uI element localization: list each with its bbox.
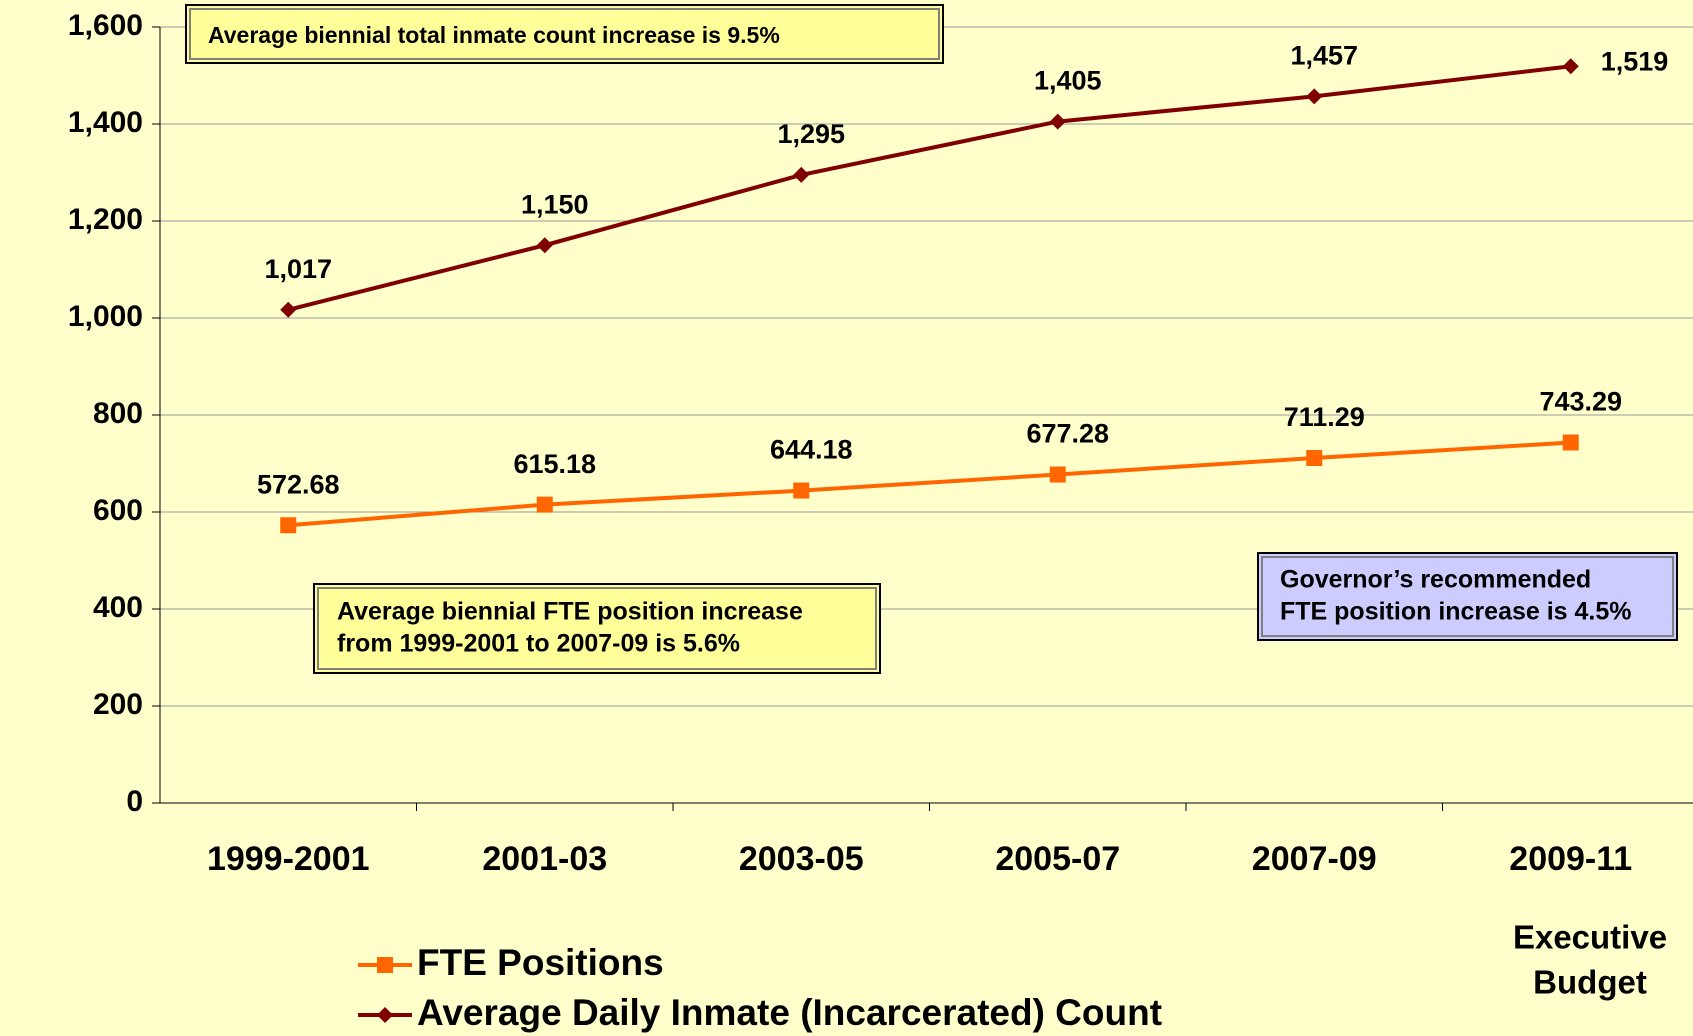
- x-tick-label: 2007-09: [1252, 840, 1377, 878]
- marker: [1562, 434, 1579, 451]
- x-tick-label: 1999-2001: [207, 840, 370, 878]
- annotation-box: [1257, 552, 1678, 641]
- y-tick-label: 0: [126, 785, 143, 818]
- data-label: 1,519: [1601, 46, 1669, 76]
- series-line: [287, 64, 1571, 312]
- x-tick-label: 2005-07: [995, 840, 1120, 878]
- series-line: [288, 440, 1571, 528]
- category-note: Executive: [1513, 919, 1667, 956]
- data-label: 677.28: [1026, 419, 1109, 449]
- marker: [536, 237, 553, 254]
- legend-marker: [377, 1007, 393, 1023]
- category-note: Budget: [1533, 964, 1647, 1001]
- y-tick-label: 400: [93, 591, 143, 624]
- annotation-box-inner: [1261, 556, 1674, 637]
- data-label: 615.18: [513, 449, 596, 479]
- data-label: 572.68: [257, 469, 340, 499]
- annotation-text: from 1999-2001 to 2007-09 is 5.6%: [337, 630, 740, 658]
- annotation-box-inner: [189, 8, 940, 60]
- marker: [1306, 450, 1323, 467]
- data-label: 711.29: [1284, 402, 1365, 432]
- marker: [1306, 88, 1323, 105]
- annotation-text: Average biennial total inmate count incr…: [208, 22, 780, 48]
- marker: [536, 496, 553, 513]
- annotation-text: FTE position increase is 4.5%: [1280, 598, 1632, 626]
- y-tick-label: 1,600: [68, 9, 143, 42]
- x-tick-label: 2001-03: [482, 840, 607, 878]
- y-tick-label: 1,000: [68, 300, 143, 333]
- data-label: 644.18: [770, 435, 853, 465]
- marker: [280, 301, 297, 318]
- y-tick-label: 600: [93, 494, 143, 527]
- marker: [1049, 466, 1066, 483]
- annotation-box: [185, 4, 944, 64]
- y-tick-label: 1,400: [68, 106, 143, 139]
- marker: [793, 166, 810, 183]
- y-tick-label: 800: [93, 397, 143, 430]
- legend-label: Average Daily Inmate (Incarcerated) Coun…: [417, 992, 1162, 1033]
- data-label: 743.29: [1539, 387, 1622, 417]
- x-tick-label: 2009-11: [1509, 840, 1632, 878]
- data-label: 1,457: [1290, 40, 1358, 70]
- marker: [1562, 58, 1579, 75]
- data-label: 1,150: [521, 189, 589, 219]
- annotation-text: Average biennial FTE position increase: [337, 598, 803, 626]
- data-label: 1,295: [777, 119, 845, 149]
- legend-label: FTE Positions: [417, 942, 664, 983]
- marker: [793, 482, 810, 499]
- data-label: 1,017: [264, 254, 332, 284]
- data-label: 1,405: [1034, 66, 1102, 96]
- y-tick-label: 200: [93, 688, 143, 721]
- annotation-text: Governor’s recommended: [1280, 566, 1591, 594]
- annotation-box: [313, 583, 881, 674]
- x-tick-label: 2003-05: [739, 840, 864, 878]
- legend-marker: [377, 957, 393, 973]
- y-tick-label: 1,200: [68, 203, 143, 236]
- marker: [280, 517, 297, 534]
- annotation-box-inner: [317, 587, 877, 670]
- marker: [1049, 113, 1066, 130]
